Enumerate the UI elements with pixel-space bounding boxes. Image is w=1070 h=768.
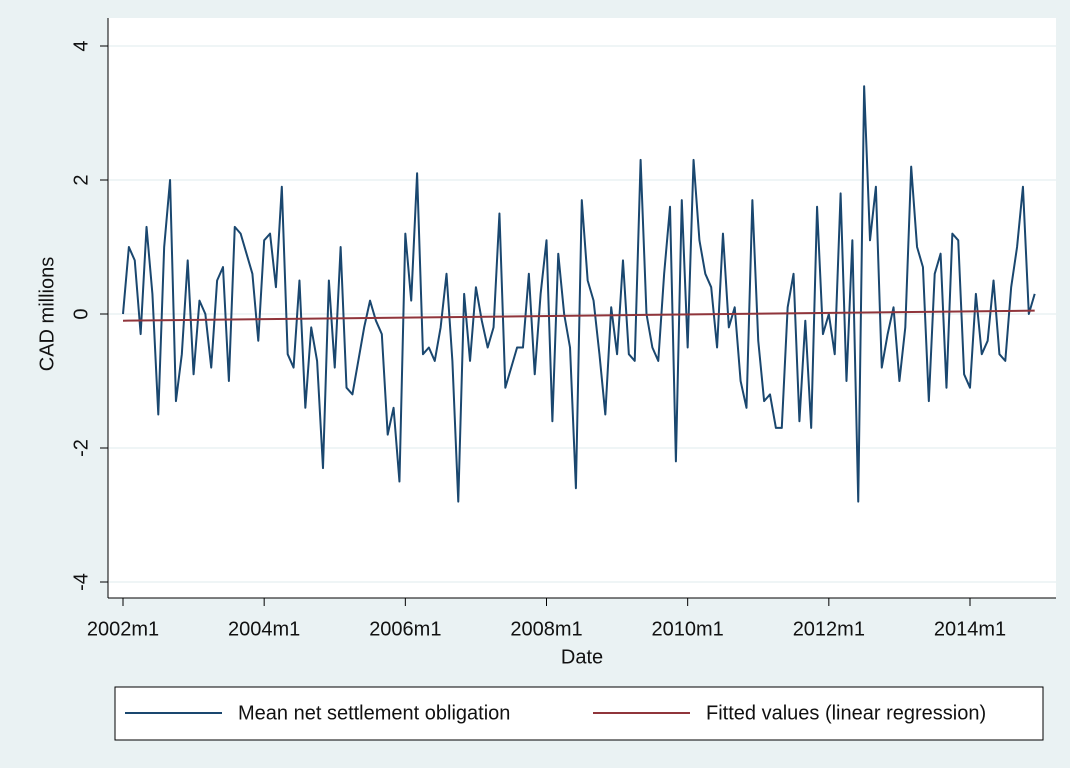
y-tick-label: 0: [70, 308, 92, 319]
x-tick-label: 2006m1: [369, 618, 441, 640]
series-line: [122, 309, 1035, 322]
x-tick-label: 2004m1: [228, 618, 300, 640]
y-tick-label: -4: [70, 573, 92, 591]
plot-area: [108, 18, 1056, 598]
y-axis-label: CAD millions: [36, 257, 58, 371]
legend-label: Mean net settlement obligation: [238, 702, 510, 724]
x-axis-label: Date: [561, 646, 603, 668]
legend: [114, 686, 1044, 741]
x-tick-label: 2014m1: [934, 618, 1006, 640]
series-line: [122, 85, 1036, 503]
legend-label: Fitted values (linear regression): [706, 702, 986, 724]
y-tick-label: 2: [70, 174, 92, 185]
y-tick-label: 4: [70, 40, 92, 51]
x-tick-label: 2002m1: [87, 618, 159, 640]
y-tick-label: -2: [70, 439, 92, 457]
x-tick-label: 2012m1: [793, 618, 865, 640]
x-tick-label: 2010m1: [652, 618, 724, 640]
x-tick-label: 2008m1: [510, 618, 582, 640]
